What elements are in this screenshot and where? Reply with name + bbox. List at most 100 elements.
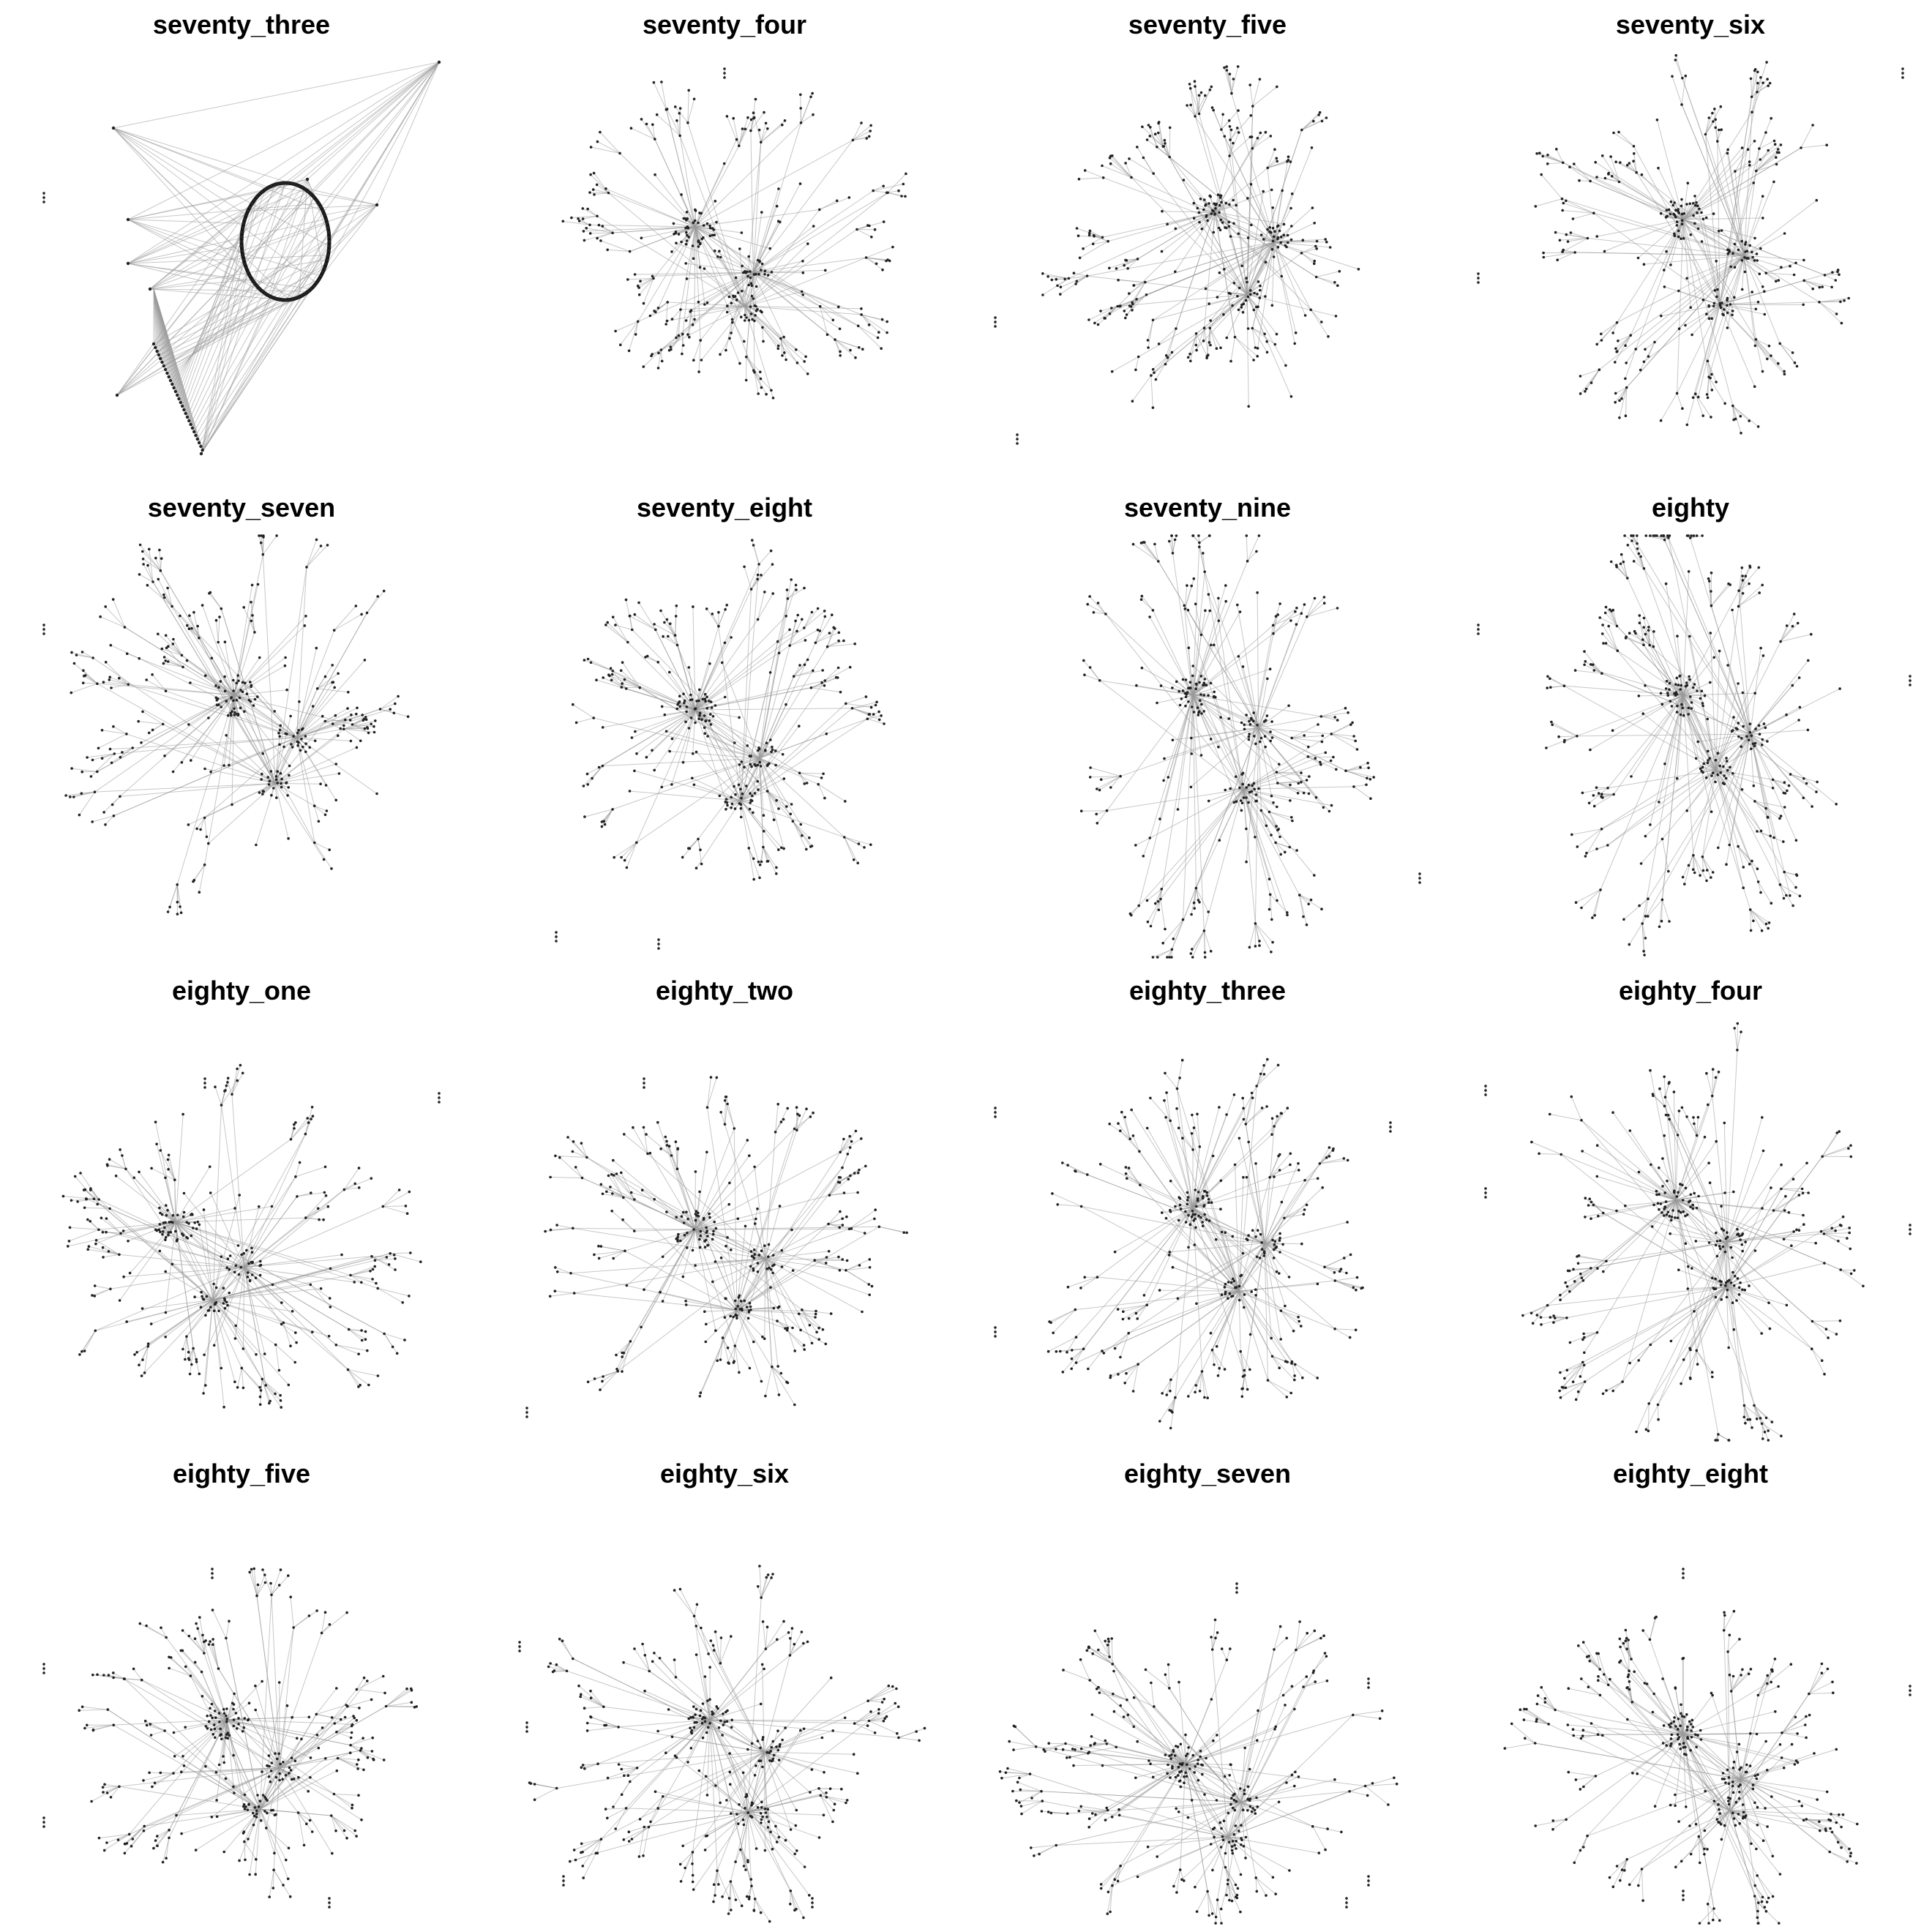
network-node [1087,233,1091,237]
edge-line [1803,280,1813,290]
edge-line [584,659,613,672]
network-node [1131,302,1134,306]
network-node [651,123,654,126]
network-node [1223,268,1226,271]
network-node [1758,147,1761,150]
network-node [1016,438,1019,441]
network-node [1309,308,1312,312]
network-node [1700,240,1704,243]
edge-line [83,670,98,684]
network-node [269,770,273,773]
network-node [280,777,283,781]
network-node [642,365,645,368]
edge-line [688,839,699,849]
network-node [349,739,353,743]
edge-line [1246,130,1303,295]
network-node [858,346,861,349]
network-node [718,250,721,253]
network-node [685,239,689,242]
network-node [1098,788,1101,792]
edge-line [1175,211,1216,329]
network-node [258,287,262,291]
network-node [651,353,654,356]
network-node [290,181,294,186]
edge-line [662,636,678,645]
edge-line [1656,119,1684,220]
edge-line [1093,612,1106,615]
edge-line [1184,585,1192,610]
edge-line [1316,276,1338,286]
network-node [1166,222,1169,226]
edge-line [1738,592,1760,607]
edge-line [751,564,773,590]
network-node [1693,203,1697,207]
network-node [683,701,686,705]
network-node [375,792,378,795]
edge-line [1719,291,1753,305]
network-node [1166,956,1169,959]
network-node [1729,303,1732,306]
network-node [685,231,688,234]
network-node [1279,853,1282,856]
edge-line [1267,149,1276,168]
network-node [382,589,386,593]
network-node [765,790,769,793]
edge-line [1619,387,1628,418]
network-node [1767,84,1770,88]
edge-line [852,705,876,709]
edge-line [1766,272,1794,276]
edge-line [1755,339,1772,356]
network-node [1208,202,1210,205]
network-node [173,389,178,394]
network-node [42,196,45,199]
network-node [867,135,871,138]
network-node [392,711,396,715]
network-node [756,779,760,783]
network-node [1186,608,1190,612]
edge-line [1717,141,1745,256]
network-node [1208,534,1211,537]
network-node [596,140,599,143]
network-node [1254,945,1257,948]
network-node [192,610,195,614]
edge-line [1744,253,1757,256]
network-node [1245,860,1248,864]
network-node [816,607,820,610]
edge-line [1274,239,1303,243]
edge-line [867,715,882,719]
network-node [1712,212,1715,215]
network-node [725,604,728,607]
network-node [1218,194,1222,198]
edge-line [73,791,95,798]
network-node [1836,270,1839,274]
network-node [334,714,337,717]
network-node [326,249,331,253]
network-node [760,262,764,266]
network-node [725,801,729,804]
network-node [1673,201,1676,204]
edge-line [1056,277,1069,280]
network-node [81,681,85,684]
network-node [1255,305,1258,309]
network-node [757,747,761,751]
edge-line [1203,328,1205,341]
edge-line [1306,607,1338,618]
network-node [1535,152,1538,155]
network-node [1181,689,1185,692]
edge-line [1584,651,1603,674]
network-node [1075,227,1079,230]
network-node [280,298,284,302]
edge-line [1613,694,1684,795]
edge-line [197,232,329,440]
network-node [1083,673,1086,676]
edge-line [1682,656,1715,696]
edge-line [1134,282,1145,286]
edge-line [1615,334,1631,349]
edge-line [752,221,779,273]
network-node [1231,304,1234,307]
network-node [1245,277,1248,280]
network-node [631,628,634,632]
edge-line [1756,85,1769,93]
edge-line [250,681,297,738]
network-node [717,610,720,614]
